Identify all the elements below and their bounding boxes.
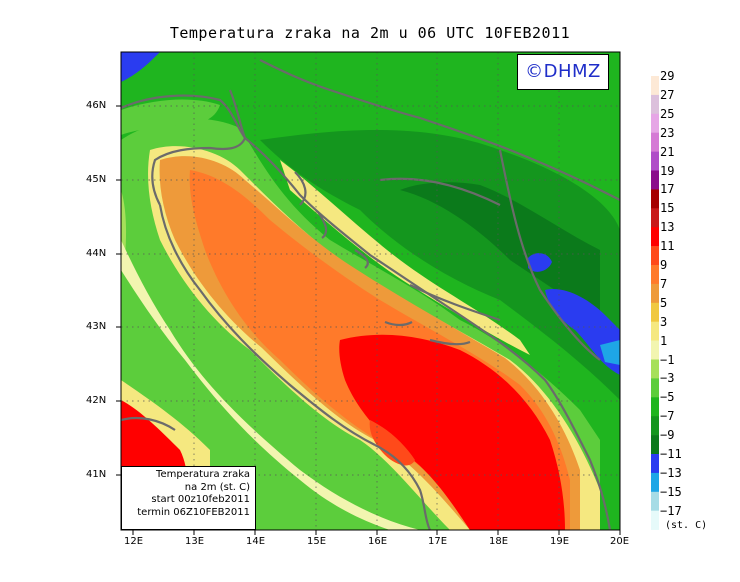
lon-tick-14: 14E — [246, 536, 266, 547]
cold-pocket-east — [545, 289, 620, 375]
legend-swatch — [651, 397, 659, 417]
legend-label: 25 — [660, 106, 675, 121]
legend-swatch — [651, 302, 659, 322]
legend-label: −5 — [660, 390, 675, 405]
legend-swatch — [651, 283, 659, 304]
legend-swatch — [651, 340, 659, 360]
color-legend — [651, 76, 659, 530]
legend-label: 7 — [660, 276, 668, 291]
legend-label: 23 — [660, 125, 675, 140]
info-line-termin: termin 06Z10FEB2011 — [137, 506, 250, 518]
legend-swatch — [651, 227, 659, 247]
legend-label: 3 — [660, 314, 668, 329]
legend-label: 13 — [660, 220, 675, 235]
lat-tick-45: 45N — [86, 174, 107, 185]
lon-tick-13: 13E — [185, 536, 205, 547]
legend-swatch — [651, 151, 659, 171]
legend-swatch — [651, 359, 659, 379]
lat-tick-42: 42N — [86, 395, 107, 406]
info-line-unit: na 2m (st. C) — [184, 481, 250, 493]
legend-swatch — [651, 208, 659, 228]
legend-swatch — [651, 113, 659, 133]
legend-swatch — [651, 454, 659, 474]
legend-label: 1 — [660, 333, 668, 348]
inland-colder-area — [400, 182, 600, 320]
map-title: Temperatura zraka na 2m u 06 UTC 10FEB20… — [169, 24, 571, 42]
legend-label: −13 — [660, 465, 682, 480]
dalmatian-coast-strip — [280, 160, 530, 355]
lon-tick-20: 20E — [610, 536, 630, 547]
coastlines — [121, 59, 620, 530]
lon-tick-16: 16E — [368, 536, 388, 547]
lat-tick-43: 43N — [86, 321, 107, 332]
legend-swatch — [651, 94, 659, 115]
legend-label: −9 — [660, 428, 675, 443]
legend-swatch — [651, 416, 659, 436]
legend-label: 19 — [660, 163, 675, 178]
legend-swatch — [651, 170, 659, 190]
legend-swatch — [651, 132, 659, 152]
cold-pocket-small — [528, 253, 552, 272]
legend-label: 15 — [660, 201, 675, 216]
lat-tick-46: 46N — [86, 100, 107, 111]
legend-swatch — [651, 491, 659, 511]
lon-tick-17: 17E — [428, 536, 448, 547]
dhmz-logo: ©DHMZ — [517, 54, 609, 90]
info-box: Temperatura zraka na 2m (st. C) start 00… — [121, 466, 256, 530]
legend-swatch — [651, 510, 659, 530]
legend-swatch — [651, 265, 659, 285]
map-field — [121, 52, 620, 530]
northern-italy-land — [121, 99, 220, 135]
legend-label: −15 — [660, 484, 682, 499]
info-line-start: start 00z10feb2011 — [151, 494, 250, 505]
legend-label: −11 — [660, 447, 682, 461]
inland-cold-area — [260, 130, 620, 400]
legend-unit: (st. C) — [665, 520, 708, 531]
lat-tick-41: 41N — [86, 469, 107, 480]
legend-swatch — [651, 435, 659, 455]
adriatic-hot-core — [339, 334, 565, 530]
cold-pocket-northwest — [121, 52, 160, 82]
cold-pocket-east-core — [600, 340, 620, 365]
legend-swatch — [651, 189, 659, 209]
lon-tick-15: 15E — [307, 536, 327, 547]
axis-ticks — [116, 105, 621, 535]
legend-label: 29 — [660, 69, 675, 83]
map-frame — [120, 51, 621, 531]
legend-swatch — [651, 76, 659, 96]
legend-swatch — [651, 321, 659, 341]
legend-label: 27 — [660, 87, 675, 102]
adriatic-hot-spot — [369, 420, 415, 466]
legend-label: −7 — [660, 409, 675, 424]
lon-tick-12: 12E — [124, 536, 144, 547]
legend-label: −3 — [660, 371, 675, 386]
legend-label: 5 — [660, 295, 668, 310]
lon-tick-18: 18E — [489, 536, 509, 547]
legend-label: −1 — [660, 352, 675, 367]
legend-label: 9 — [660, 258, 668, 272]
lon-tick-19: 19E — [550, 536, 570, 547]
legend-label: 17 — [660, 182, 675, 197]
lat-tick-44: 44N — [86, 248, 107, 259]
legend-swatch — [651, 246, 659, 266]
legend-label: −17 — [660, 503, 682, 518]
legend-swatch — [651, 472, 659, 493]
info-line-title: Temperatura zraka — [156, 469, 250, 480]
legend-label: 21 — [660, 144, 675, 159]
legend-swatch — [651, 378, 659, 398]
legend-label: 11 — [660, 239, 675, 254]
